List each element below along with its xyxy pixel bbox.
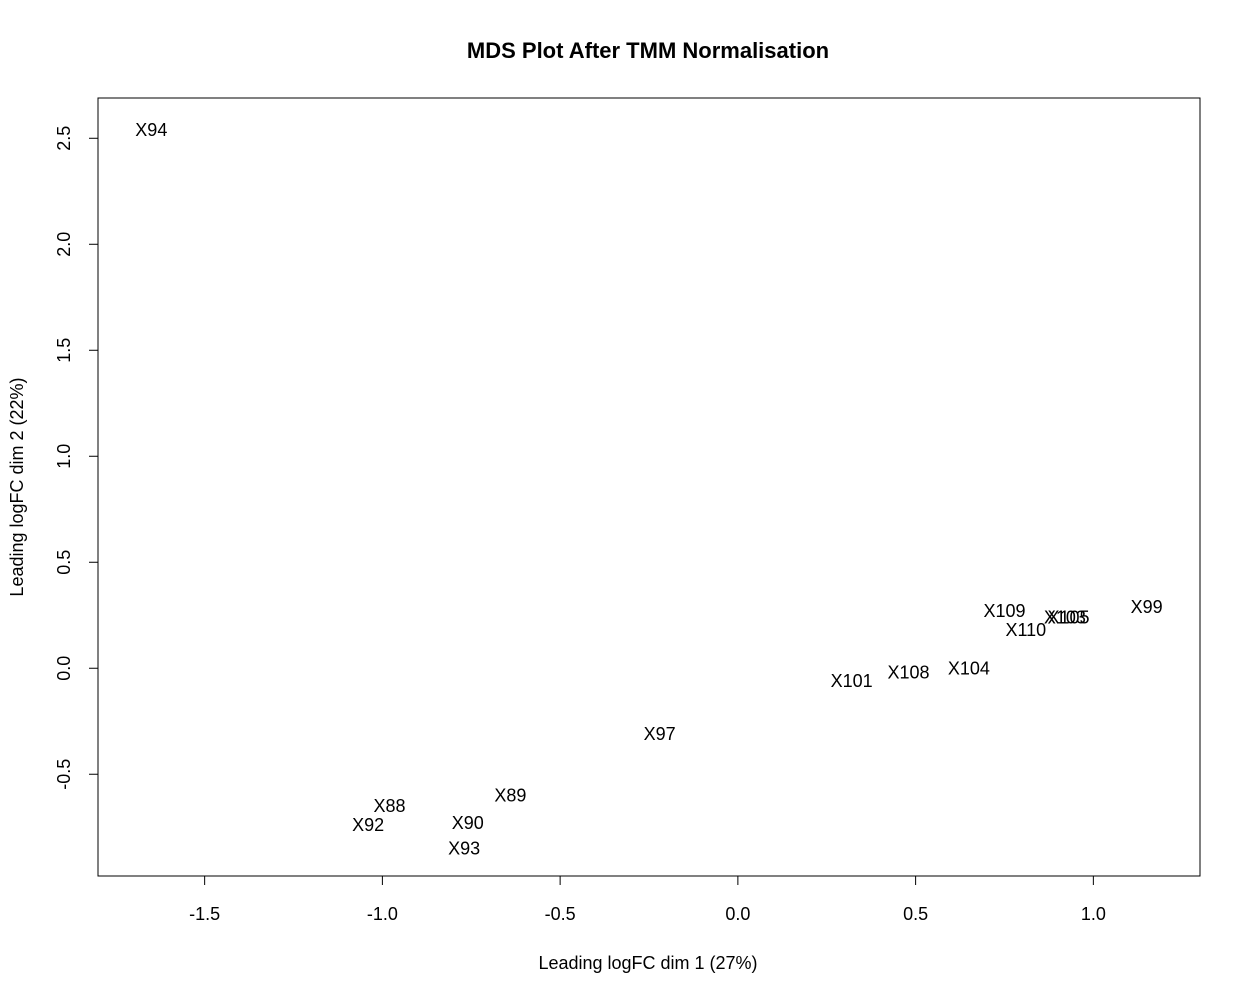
point-label-x88: X88 (373, 796, 405, 816)
point-label-x103: X103 (1044, 607, 1086, 627)
y-tick-label: -0.5 (54, 759, 74, 790)
point-label-x101: X101 (831, 671, 873, 691)
point-label-x97: X97 (644, 724, 676, 744)
x-tick-label: 0.5 (903, 904, 928, 924)
x-axis: -1.5 -1.0 -0.5 0.0 0.5 1.0 (189, 875, 1106, 924)
y-tick-label: 2.5 (54, 126, 74, 151)
point-label-x93: X93 (448, 838, 480, 858)
y-tick-label: 1.0 (54, 444, 74, 469)
point-label-x105: X105 (1047, 607, 1089, 627)
y-axis-label: Leading logFC dim 2 (22%) (7, 377, 27, 596)
x-tick-label: -1.0 (367, 904, 398, 924)
x-axis-label: Leading logFC dim 1 (27%) (538, 953, 757, 973)
y-tick-label: 0.0 (54, 656, 74, 681)
y-tick-label: 2.0 (54, 232, 74, 257)
plot-frame (97, 97, 1201, 877)
y-tick-label: 0.5 (54, 550, 74, 575)
x-tick-label: -0.5 (545, 904, 576, 924)
x-tick-label: 0.0 (725, 904, 750, 924)
y-axis: -0.5 0.0 0.5 1.0 1.5 2.0 2.5 (54, 126, 99, 790)
point-label-x110: X110 (1005, 620, 1046, 640)
chart-title: MDS Plot After TMM Normalisation (467, 38, 829, 63)
point-label-x94: X94 (135, 120, 167, 140)
point-label-x99: X99 (1131, 597, 1163, 617)
y-tick-label: 1.5 (54, 338, 74, 363)
point-label-x108: X108 (887, 662, 929, 682)
point-label-x109: X109 (983, 601, 1025, 621)
point-label-x90: X90 (452, 813, 484, 833)
point-label-x104: X104 (948, 658, 990, 678)
x-tick-label: 1.0 (1081, 904, 1106, 924)
point-label-x92: X92 (352, 815, 384, 835)
x-tick-label: -1.5 (189, 904, 220, 924)
point-label-x89: X89 (494, 785, 526, 805)
